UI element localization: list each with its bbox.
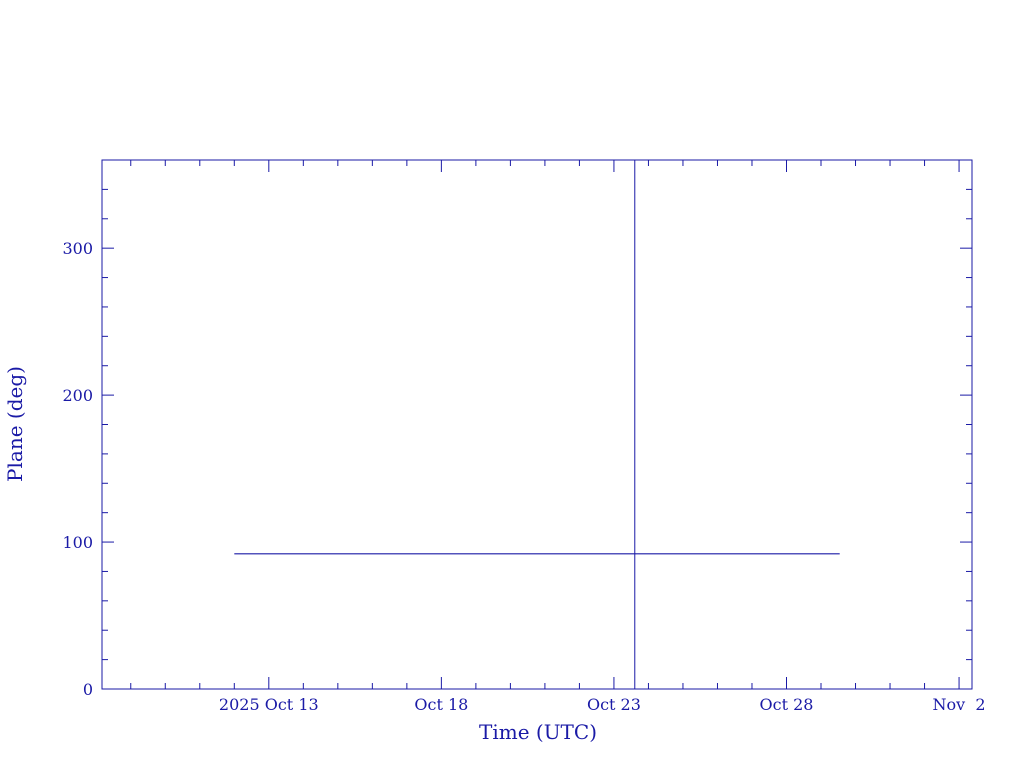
tick-labels: 2025 Oct 13 Oct 18 Oct 23 Oct 28 Nov 2 0 100 20… — [62, 239, 985, 714]
x-tick-label: Oct 18 — [414, 695, 468, 714]
y-tick-label: 300 — [62, 239, 93, 258]
x-axis-label: Time (UTC) — [479, 720, 597, 744]
y-tick-label: 100 — [62, 533, 93, 552]
y-axis-label: Plane (deg) — [3, 366, 27, 482]
x-tick-label: Oct 23 — [587, 695, 641, 714]
plot-frame — [101, 159, 973, 690]
x-tick-label: 2025 Oct 13 — [219, 695, 319, 714]
data-marks — [234, 160, 840, 689]
y-tick-label: 0 — [83, 680, 93, 699]
y-tick-label: 200 — [62, 386, 93, 405]
x-tick-label: Nov 2 — [933, 695, 986, 714]
axis-ticks — [102, 159, 972, 690]
x-tick-label: Oct 28 — [760, 695, 814, 714]
